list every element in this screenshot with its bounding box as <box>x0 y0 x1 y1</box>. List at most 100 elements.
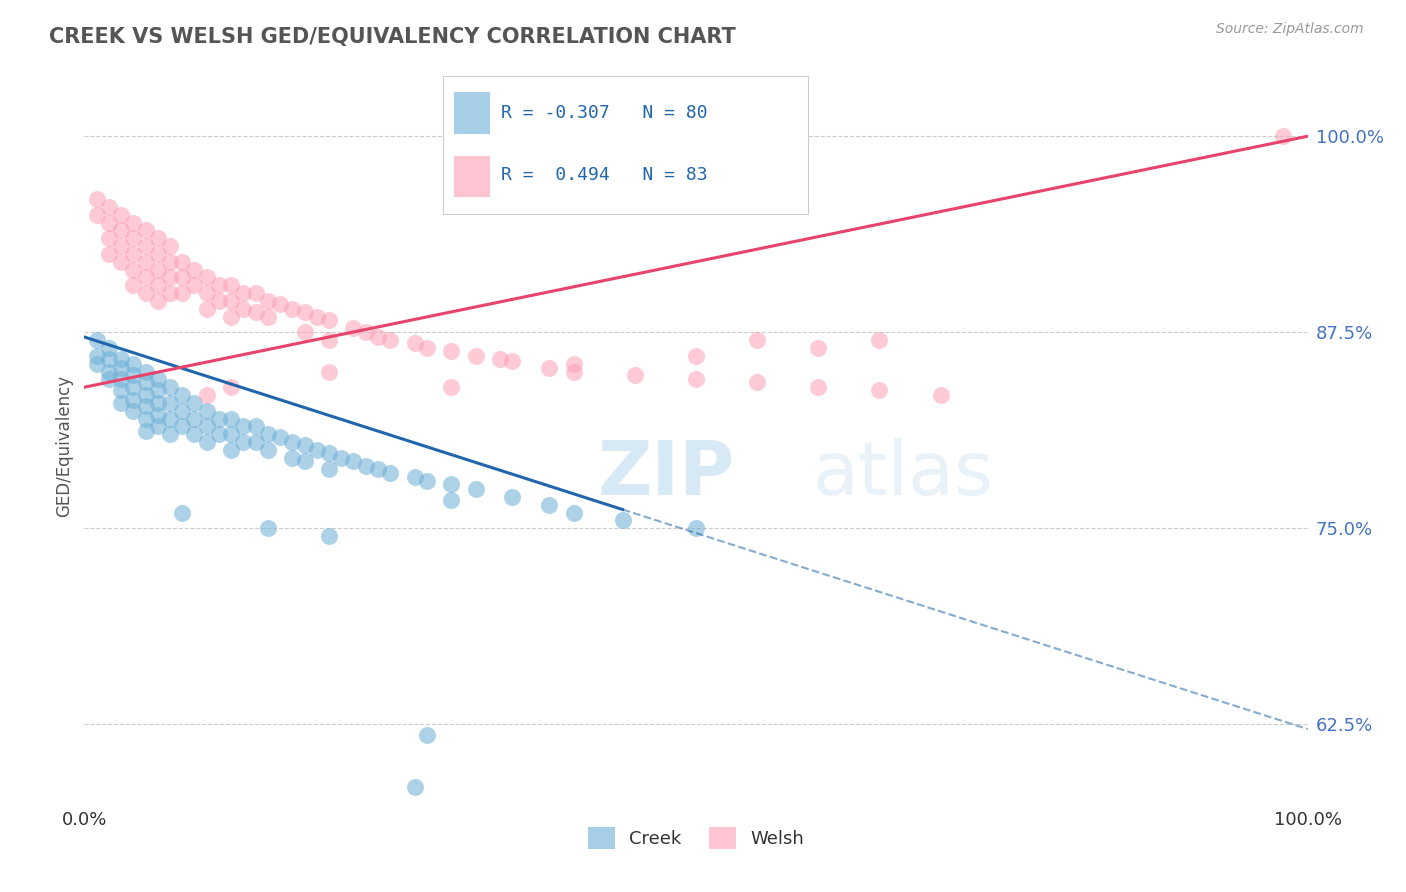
Point <box>97 200 120 214</box>
Point <box>183 396 205 410</box>
Point <box>183 278 205 293</box>
Point <box>318 312 340 326</box>
Point <box>294 305 316 319</box>
Point <box>135 364 157 378</box>
Point <box>159 380 181 394</box>
Point <box>172 254 194 268</box>
Point <box>354 458 377 473</box>
Point <box>416 475 439 489</box>
Point <box>404 780 426 794</box>
Point <box>294 326 316 340</box>
Point <box>464 349 486 363</box>
Point <box>318 461 340 475</box>
Point <box>464 482 486 496</box>
Point <box>172 419 194 434</box>
Point <box>440 344 463 359</box>
Point <box>416 341 439 355</box>
Point <box>86 333 108 347</box>
Point <box>135 254 157 268</box>
Point <box>342 320 364 334</box>
Point <box>269 297 291 311</box>
Point <box>245 419 267 434</box>
Point <box>219 427 242 442</box>
Point <box>219 293 242 308</box>
Bar <box>454 93 491 134</box>
Point <box>195 286 218 301</box>
Point <box>110 396 132 410</box>
Point <box>318 364 340 378</box>
Point <box>219 411 242 425</box>
Point <box>146 396 169 410</box>
Point <box>232 435 254 450</box>
Point <box>122 247 145 261</box>
Point <box>208 411 231 425</box>
Point <box>146 372 169 386</box>
Point <box>97 215 120 229</box>
Point <box>97 372 120 386</box>
Point <box>257 427 280 442</box>
Point <box>195 388 218 402</box>
Text: ZIP: ZIP <box>598 438 735 511</box>
Point <box>562 364 585 378</box>
Point <box>172 388 194 402</box>
Point <box>97 364 120 378</box>
Point <box>146 409 169 423</box>
Point <box>122 403 145 417</box>
Point <box>538 498 561 512</box>
Point <box>122 278 145 293</box>
Point <box>86 357 108 371</box>
Point <box>86 208 108 222</box>
Point <box>122 392 145 407</box>
Point <box>440 380 463 394</box>
Point <box>172 403 194 417</box>
Point <box>159 427 181 442</box>
Point <box>562 357 585 371</box>
Point <box>747 376 769 390</box>
Point <box>685 372 707 386</box>
Point <box>502 353 524 368</box>
Point <box>208 278 231 293</box>
Point <box>146 384 169 398</box>
Point <box>97 247 120 261</box>
Point <box>281 301 304 316</box>
Point <box>342 454 364 468</box>
Point <box>135 239 157 253</box>
Point <box>807 380 830 394</box>
Point <box>305 442 328 457</box>
Point <box>146 262 169 277</box>
Point <box>318 333 340 347</box>
Point <box>86 192 108 206</box>
Point <box>245 435 267 450</box>
Point <box>1272 129 1295 144</box>
Point <box>159 270 181 285</box>
Point <box>807 341 830 355</box>
Point <box>232 301 254 316</box>
Point <box>404 469 426 483</box>
Y-axis label: GED/Equivalency: GED/Equivalency <box>55 375 73 517</box>
Point <box>294 454 316 468</box>
Point <box>122 262 145 277</box>
Point <box>146 247 169 261</box>
Point <box>281 435 304 450</box>
Bar <box>454 156 491 197</box>
Point <box>135 270 157 285</box>
Point <box>172 506 194 520</box>
Point <box>269 430 291 444</box>
Point <box>685 349 707 363</box>
Point <box>416 728 439 742</box>
Point <box>159 239 181 253</box>
Point <box>110 254 132 268</box>
Point <box>869 333 891 347</box>
Point <box>110 239 132 253</box>
Point <box>195 301 218 316</box>
Point <box>97 231 120 245</box>
Point <box>110 372 132 386</box>
Point <box>183 427 205 442</box>
Point <box>195 270 218 285</box>
Point <box>135 399 157 413</box>
Point <box>219 310 242 324</box>
Point <box>146 293 169 308</box>
Point <box>122 215 145 229</box>
Point <box>146 231 169 245</box>
Point <box>159 396 181 410</box>
